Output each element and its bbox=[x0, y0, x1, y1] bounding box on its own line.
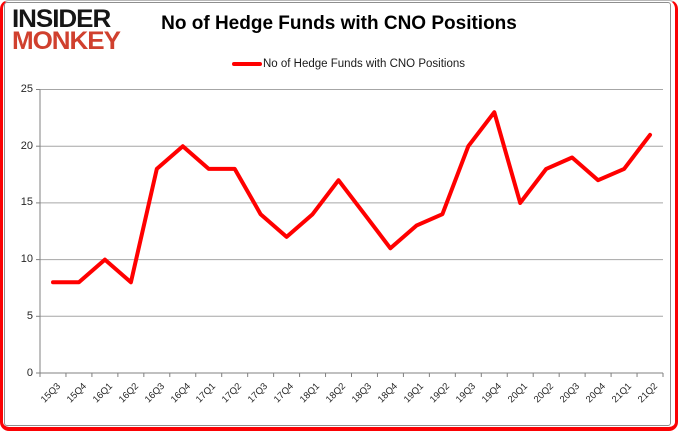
insider-monkey-logo: INSIDER MONKEY bbox=[12, 5, 121, 55]
chart-plot-area bbox=[36, 89, 664, 377]
y-axis-label: 20 bbox=[20, 139, 33, 152]
y-axis-label: 15 bbox=[20, 196, 33, 209]
y-axis-label: 10 bbox=[20, 253, 33, 266]
logo-text-monkey: MONKEY bbox=[12, 26, 121, 55]
legend: No of Hedge Funds with CNO Positions bbox=[40, 58, 657, 70]
legend-line-marker bbox=[232, 62, 262, 66]
y-axis-label: 0 bbox=[26, 366, 33, 379]
chart-title: No of Hedge Funds with CNO Positions bbox=[161, 13, 517, 34]
series-line bbox=[51, 110, 652, 285]
y-axis-label: 25 bbox=[20, 83, 33, 95]
y-axis-label: 5 bbox=[26, 309, 33, 322]
legend-label: No of Hedge Funds with CNO Positions bbox=[263, 58, 465, 70]
logo-text-insider: INSIDER bbox=[12, 5, 111, 33]
